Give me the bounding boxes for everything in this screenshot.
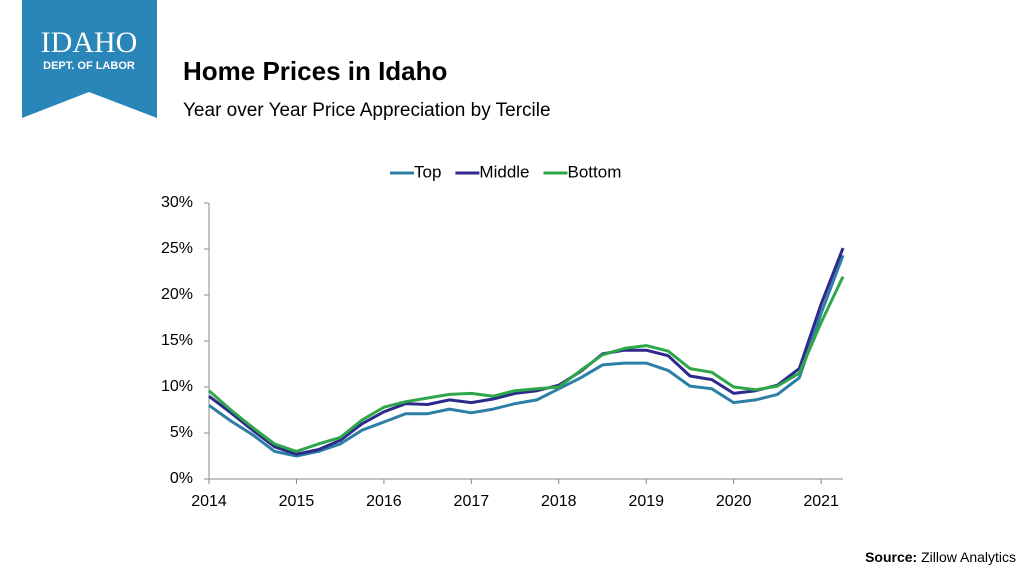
- legend-label: Bottom: [568, 162, 622, 181]
- title: Home Prices in Idaho: [183, 56, 447, 86]
- source-label: Source:: [865, 549, 917, 565]
- x-tick-label: 2020: [716, 493, 752, 510]
- x-tick-label: 2021: [803, 493, 839, 510]
- y-tick-label: 20%: [161, 286, 193, 303]
- y-tick-label: 15%: [161, 332, 193, 349]
- legend-label: Middle: [479, 162, 529, 181]
- logo-banner: [22, 0, 157, 118]
- source: Source: Zillow Analytics: [865, 549, 1016, 565]
- x-tick-label: 2014: [191, 493, 227, 510]
- source-text: Zillow Analytics: [921, 549, 1016, 565]
- legend-label: Top: [414, 162, 441, 181]
- y-tick-label: 25%: [161, 240, 193, 257]
- series-line: [208, 254, 845, 458]
- y-tick-label: 30%: [161, 194, 193, 211]
- subtitle: Year over Year Price Appreciation by Ter…: [183, 100, 551, 121]
- x-tick-label: 2016: [366, 493, 402, 510]
- chart: 0% 5% 10% 15% 20% 25% 30% 2014 2015 2016 2017 2018 2…: [161, 162, 845, 510]
- y-tick-label: 5%: [170, 424, 193, 441]
- x-tick-label: 2019: [628, 493, 664, 510]
- y-tick-label: 0%: [170, 470, 193, 487]
- x-tick-label: 2017: [454, 493, 490, 510]
- y-tick-label: 10%: [161, 378, 193, 395]
- x-tick-label: 2018: [541, 493, 577, 510]
- logo-name: IDAHO: [41, 26, 138, 59]
- logo-dept: DEPT. OF LABOR: [43, 60, 135, 72]
- series-line: [208, 275, 845, 453]
- x-tick-label: 2015: [279, 493, 315, 510]
- series-line: [208, 247, 845, 456]
